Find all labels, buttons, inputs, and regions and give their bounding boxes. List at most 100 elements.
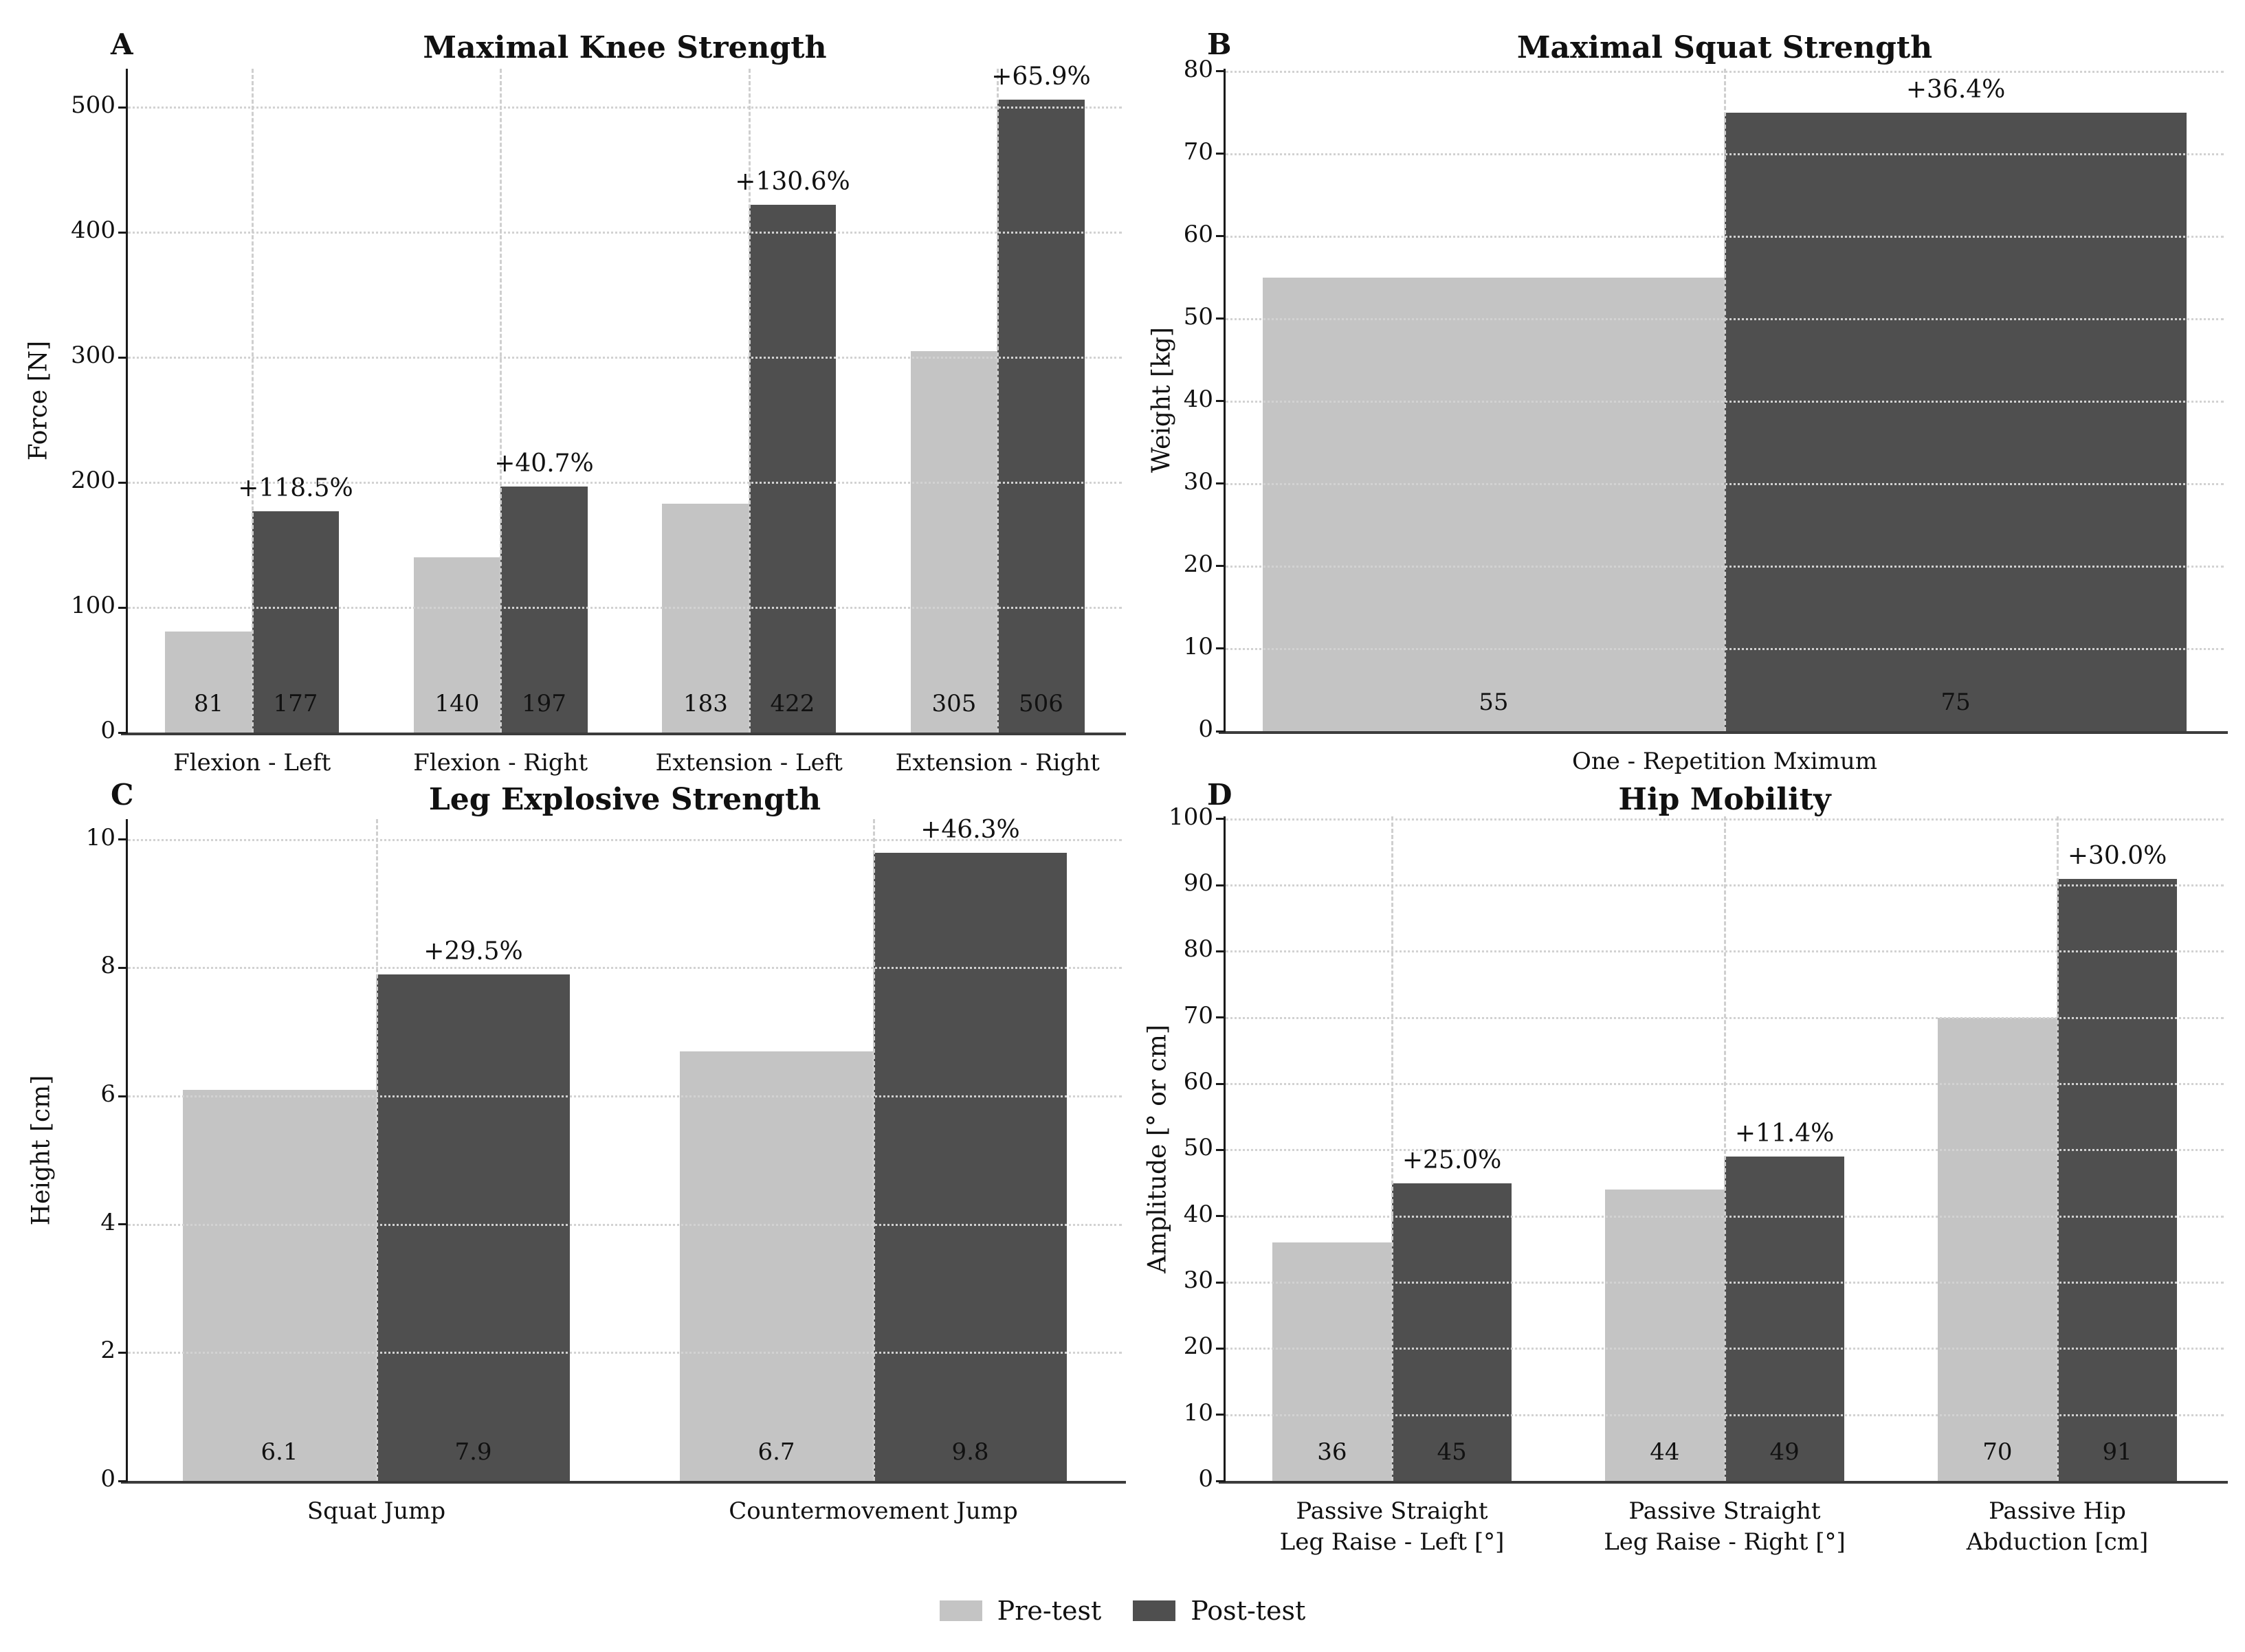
panel-title-A: Maximal Knee Strength	[423, 30, 827, 65]
y-tick-10	[118, 838, 128, 841]
bar-value-label-pre-test-3: 305	[931, 690, 977, 717]
bar-value-label-pre-test-1: 140	[434, 690, 480, 717]
bar-value-label-post-test-2: 422	[770, 690, 815, 717]
gridline-x-0	[375, 819, 378, 1481]
y-tick-6	[118, 1095, 128, 1097]
gridline-x-0	[1391, 816, 1393, 1481]
x-category-label-0: Passive Straight Leg Raise - Left [°]	[1279, 1497, 1505, 1556]
y-tick-label-500: 500	[71, 91, 115, 120]
y-tick-label-200: 200	[71, 467, 115, 495]
y-tick-label-50: 50	[1183, 302, 1213, 331]
y-tick-0	[118, 731, 128, 734]
y-tick-90	[1216, 884, 1226, 886]
x-category-label-3: Extension - Right	[895, 749, 1100, 777]
gridline-x-2	[2057, 816, 2059, 1481]
y-tick-20	[1216, 1347, 1226, 1350]
y-tick-50	[1216, 1148, 1226, 1151]
panel-letter-B: B	[1207, 27, 1232, 61]
y-tick-label-20: 20	[1183, 550, 1213, 578]
y-tick-label-0: 0	[1198, 715, 1213, 743]
bar-pre-test-3	[910, 351, 998, 733]
y-tick-100	[118, 606, 128, 609]
bar-value-label-pre-test-1: 6.7	[757, 1438, 795, 1466]
gridline-x-1	[872, 819, 875, 1481]
gridline-y-2	[128, 1352, 1122, 1354]
y-tick-60	[1216, 1082, 1226, 1085]
gridline-x-0	[251, 69, 254, 733]
x-category-label-0: One - Repetition Mximum	[1571, 748, 1878, 775]
bar-post-test-2	[2057, 878, 2178, 1481]
bar-value-label-pre-test-0: 81	[193, 690, 224, 717]
y-tick-80	[1216, 950, 1226, 952]
gridline-x-2	[748, 69, 751, 733]
y-tick-0	[1216, 1480, 1226, 1482]
bar-post-test-0	[252, 511, 340, 733]
panel-title-B: Maximal Squat Strength	[1516, 30, 1933, 65]
bar-value-label-post-test-1: 9.8	[951, 1438, 989, 1466]
y-tick-0	[118, 1480, 128, 1482]
y-axis-label-A: Force [N]	[24, 340, 53, 461]
y-tick-label-60: 60	[1183, 1068, 1213, 1096]
bar-value-label-post-test-2: 91	[2102, 1438, 2132, 1466]
y-tick-label-0: 0	[1198, 1465, 1213, 1493]
x-category-label-2: Extension - Left	[655, 749, 843, 777]
y-tick-label-10: 10	[85, 823, 115, 851]
y-tick-10	[1216, 1414, 1226, 1416]
y-tick-40	[1216, 400, 1226, 403]
y-tick-70	[1216, 153, 1226, 155]
bar-pre-test-2	[662, 504, 749, 733]
pct-change-label-2: +30.0%	[2067, 841, 2167, 870]
x-category-label-0: Flexion - Left	[173, 749, 331, 777]
y-tick-label-0: 0	[100, 1465, 115, 1493]
x-category-label-1: Flexion - Right	[413, 749, 588, 777]
bar-post-test-1	[873, 852, 1068, 1481]
x-category-label-2: Passive Hip Abduction [cm]	[1966, 1497, 2149, 1556]
x-axis-line	[1219, 731, 2228, 734]
gridline-y-300	[128, 357, 1122, 359]
y-tick-0	[1216, 730, 1226, 733]
bar-pre-test-2	[1937, 1017, 2057, 1481]
figure-legend: Pre-test Post-test	[0, 1596, 2245, 1626]
y-tick-30	[1216, 482, 1226, 485]
y-tick-label-10: 10	[1183, 632, 1213, 660]
y-axis-line	[1224, 69, 1226, 731]
y-tick-label-70: 70	[1183, 137, 1213, 166]
y-tick-400	[118, 231, 128, 234]
y-axis-label-B: Weight [kg]	[1147, 327, 1176, 473]
bar-post-test-0	[1392, 1183, 1512, 1481]
y-tick-label-30: 30	[1183, 1266, 1213, 1295]
gridline-x-1	[1724, 816, 1726, 1481]
y-tick-60	[1216, 235, 1226, 238]
legend-label-pre-test: Pre-test	[997, 1596, 1102, 1626]
y-tick-label-8: 8	[100, 952, 115, 980]
pct-change-label-1: +11.4%	[1734, 1119, 1835, 1148]
gridline-x-1	[500, 69, 502, 733]
bar-pre-test-1	[679, 1051, 874, 1481]
bar-value-label-pre-test-0: 55	[1479, 689, 1509, 716]
x-axis-line	[121, 733, 1126, 735]
bar-value-label-post-test-3: 506	[1019, 690, 1063, 717]
y-tick-40	[1216, 1215, 1226, 1218]
y-tick-label-0: 0	[100, 717, 115, 744]
bar-value-label-pre-test-2: 70	[1982, 1438, 2013, 1466]
bar-value-label-post-test-0: 177	[273, 690, 318, 717]
gridline-y-400	[128, 232, 1122, 234]
y-tick-500	[118, 106, 128, 109]
gridline-x-3	[997, 69, 999, 733]
y-tick-label-60: 60	[1183, 220, 1213, 248]
pct-change-label-1: +40.7%	[494, 449, 594, 478]
bar-value-label-post-test-1: 49	[1769, 1438, 1800, 1466]
y-tick-200	[118, 481, 128, 484]
bar-pre-test-0	[165, 631, 252, 733]
gridline-y-100	[128, 607, 1122, 610]
gridline-y-500	[128, 107, 1122, 109]
bar-value-label-pre-test-0: 6.1	[261, 1438, 298, 1466]
pct-change-label-0: +36.4%	[1905, 75, 2006, 104]
bar-pre-test-0	[182, 1089, 377, 1481]
panel-letter-D: D	[1207, 778, 1232, 812]
legend-swatch-post-test	[1133, 1600, 1176, 1621]
